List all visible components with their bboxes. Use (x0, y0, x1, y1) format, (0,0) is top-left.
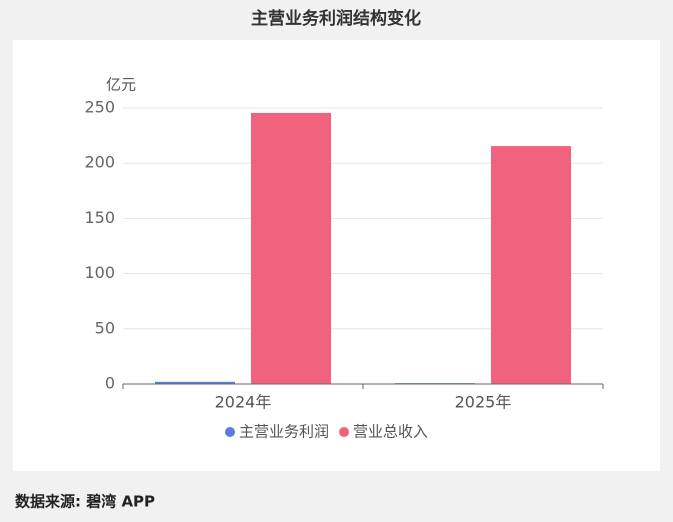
bar (155, 381, 235, 384)
legend-swatch (339, 427, 350, 437)
chart-title: 主营业务利润结构变化 (251, 8, 421, 29)
bar (251, 112, 331, 384)
y-tick-label: 150 (84, 208, 115, 227)
y-tick-label: 50 (95, 318, 115, 337)
y-tick-label: 250 (84, 98, 115, 117)
y-tick-label: 0 (105, 374, 115, 393)
legend-label: 主营业务利润 (239, 423, 329, 441)
y-tick-label: 100 (84, 263, 115, 282)
y-axis-unit: 亿元 (106, 76, 136, 94)
source-note: 数据来源: 碧湾 APP (15, 493, 155, 511)
x-tick-label: 2024年 (215, 393, 272, 412)
x-tick-label: 2025年 (455, 393, 512, 412)
y-tick-label: 200 (84, 153, 115, 172)
legend-swatch (225, 427, 235, 437)
legend-label: 营业总收入 (353, 423, 428, 441)
bar (491, 146, 571, 384)
